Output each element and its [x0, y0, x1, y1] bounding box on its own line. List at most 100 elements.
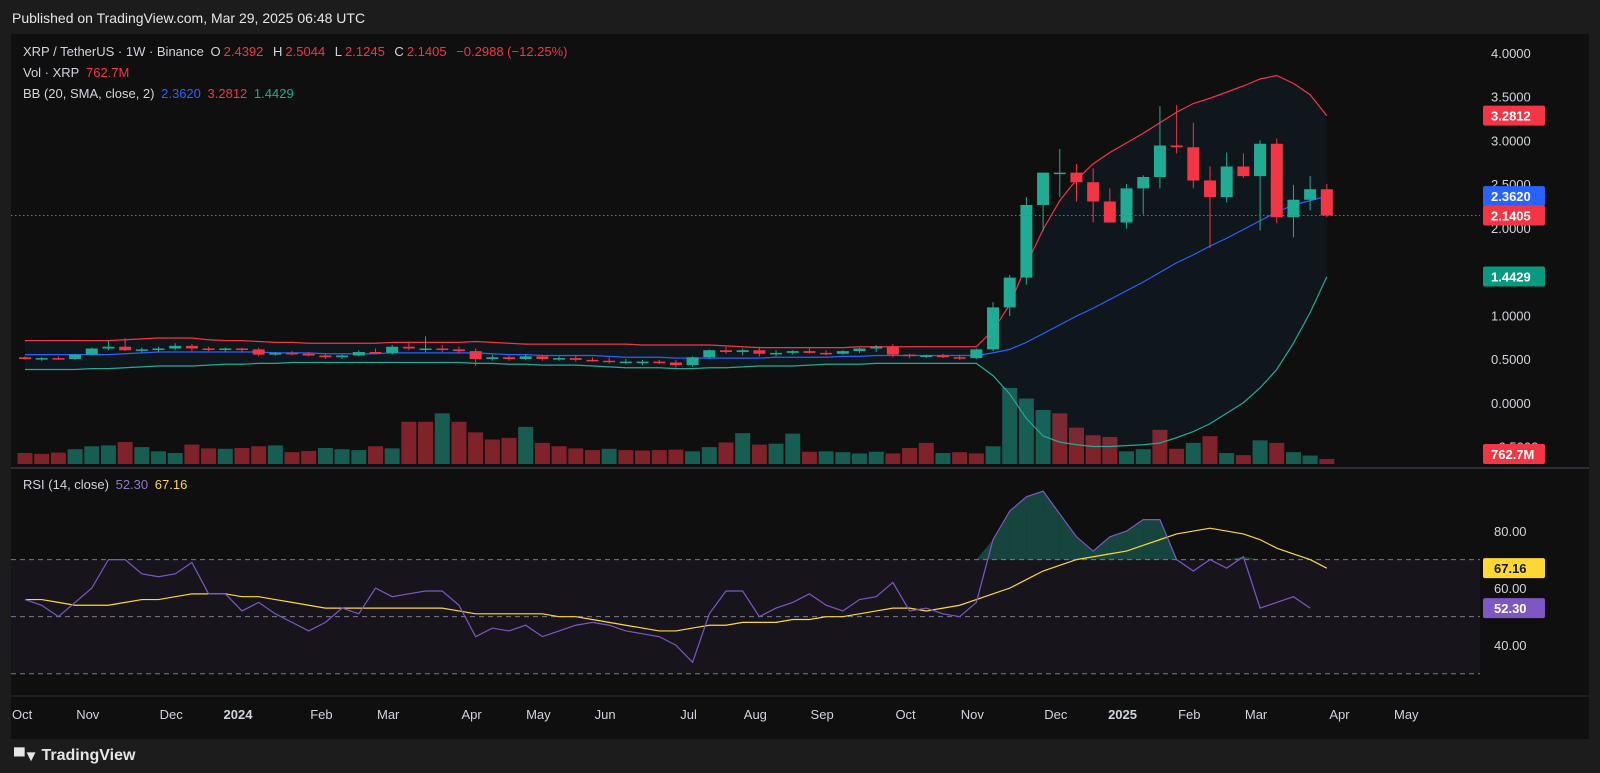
time-tick-label: Dec	[160, 707, 184, 722]
rsi-tag: 67.16	[1483, 558, 1545, 579]
volume-bar	[301, 450, 317, 464]
volume-bar	[384, 448, 400, 464]
time-tick-label: Apr	[1329, 707, 1350, 722]
candle	[135, 347, 148, 353]
candle	[770, 350, 783, 357]
price-axis: 4.00003.50003.00002.50002.00001.00000.50…	[1483, 46, 1545, 464]
volume-bar	[1285, 452, 1301, 464]
candle-body	[569, 358, 582, 360]
chart-canvas[interactable]: 4.00003.50003.00002.50002.00001.00000.50…	[11, 34, 1589, 739]
volume-bar	[635, 450, 651, 464]
candle	[619, 359, 632, 365]
time-tick-label: Dec	[1044, 707, 1068, 722]
candle	[1137, 175, 1150, 215]
candle-body	[419, 348, 432, 350]
bb-label[interactable]: BB (20, SMA, close, 2)	[23, 86, 155, 101]
ohlc-low-label: L	[334, 44, 343, 59]
candle-body	[686, 357, 699, 366]
volume-bar	[985, 446, 1001, 464]
rsi-fill-segment	[1093, 536, 1110, 560]
volume-bar	[501, 437, 517, 464]
volume-bar	[601, 448, 617, 464]
candle-body	[703, 350, 716, 358]
chart-frame[interactable]: 4.0000 3.5000 3.0000 2.5000 2.0000 1.0000 0.50…	[11, 34, 1589, 739]
candle	[152, 346, 165, 352]
candle	[586, 357, 599, 362]
candle-body	[1103, 201, 1116, 223]
rsi-label[interactable]: RSI (14, close)	[23, 477, 109, 492]
candle	[803, 348, 816, 354]
candle-body	[519, 356, 532, 359]
price-tag-label: 1.4429	[1491, 269, 1531, 284]
candle	[736, 348, 749, 356]
volume-label[interactable]: Vol · XRP	[23, 65, 80, 80]
volume-bar	[518, 426, 534, 464]
candle-body	[753, 350, 766, 354]
volume-bar	[1319, 458, 1335, 464]
time-tick-label: Feb	[1178, 707, 1200, 722]
candle-body	[903, 354, 916, 357]
candle-body	[553, 358, 566, 360]
volume-bar	[1202, 436, 1218, 464]
ohlc-close: C 2.1405	[394, 44, 449, 59]
time-tick-label: 2024	[224, 707, 254, 722]
candle-body	[469, 351, 482, 359]
candle	[35, 357, 48, 361]
candle	[920, 354, 933, 359]
volume-bar	[768, 443, 784, 464]
volume-bar	[1169, 448, 1185, 464]
candle-body	[319, 355, 332, 358]
candle	[1203, 166, 1216, 248]
volume-bar	[351, 450, 367, 464]
rsi-tag-label: 67.16	[1494, 561, 1527, 576]
volume-bar	[852, 453, 867, 464]
candle	[987, 302, 1000, 352]
volume-legend: Vol · XRP 762.7M	[23, 65, 132, 80]
volume-bar	[234, 447, 250, 464]
candle	[536, 354, 549, 361]
price-tick-label: 4.0000	[1491, 46, 1531, 61]
candle	[286, 351, 299, 356]
ohlc-close-value: 2.1405	[406, 44, 447, 59]
candle-body	[1020, 205, 1033, 278]
top-bar: Published on TradingView.com, Mar 29, 20…	[0, 0, 1600, 34]
volume-bar	[151, 451, 167, 464]
candle-body	[1320, 189, 1333, 216]
candle	[1320, 184, 1333, 218]
candle-body	[235, 348, 248, 350]
candle	[703, 349, 716, 359]
volume-bar	[785, 433, 801, 464]
candle-body	[119, 346, 132, 351]
candle	[369, 348, 382, 354]
candle-body	[503, 357, 516, 359]
candle-body	[436, 348, 449, 350]
volume-bar	[217, 448, 233, 464]
volume-bar	[1085, 435, 1101, 464]
volume-tag-box	[1483, 444, 1545, 464]
volume-bar	[34, 453, 50, 464]
rsi-overbought-fill	[976, 491, 1261, 560]
candle-body	[202, 348, 215, 350]
rsi-tag-label: 52.30	[1494, 601, 1527, 616]
candle-body	[252, 349, 265, 355]
candle-body	[1087, 182, 1100, 202]
volume-bar	[651, 450, 667, 464]
volume-bar	[284, 452, 300, 464]
time-axis: Oct Nov Dec 2024 Feb Mar Apr May Jun Jul Aug Sep Oct…	[12, 707, 1419, 722]
symbol-title[interactable]: XRP / TetherUS · 1W · Binance	[23, 44, 204, 59]
candle	[1287, 184, 1300, 238]
rsi-tick-label: 60.00	[1494, 581, 1527, 596]
time-tick-label: May	[526, 707, 551, 722]
candle-body	[1137, 177, 1150, 189]
candle	[886, 344, 899, 358]
volume-bar	[968, 453, 984, 464]
volume-bar	[551, 446, 567, 464]
volume-bar	[317, 447, 333, 464]
candle-body	[603, 360, 616, 363]
rsi-fill-segment	[1043, 491, 1060, 560]
candle	[970, 348, 983, 359]
volume-bar	[184, 444, 200, 464]
tradingview-logo[interactable]: ▀▼ TradingView	[14, 747, 135, 765]
volume-bar	[50, 452, 66, 464]
candle	[1103, 188, 1116, 223]
